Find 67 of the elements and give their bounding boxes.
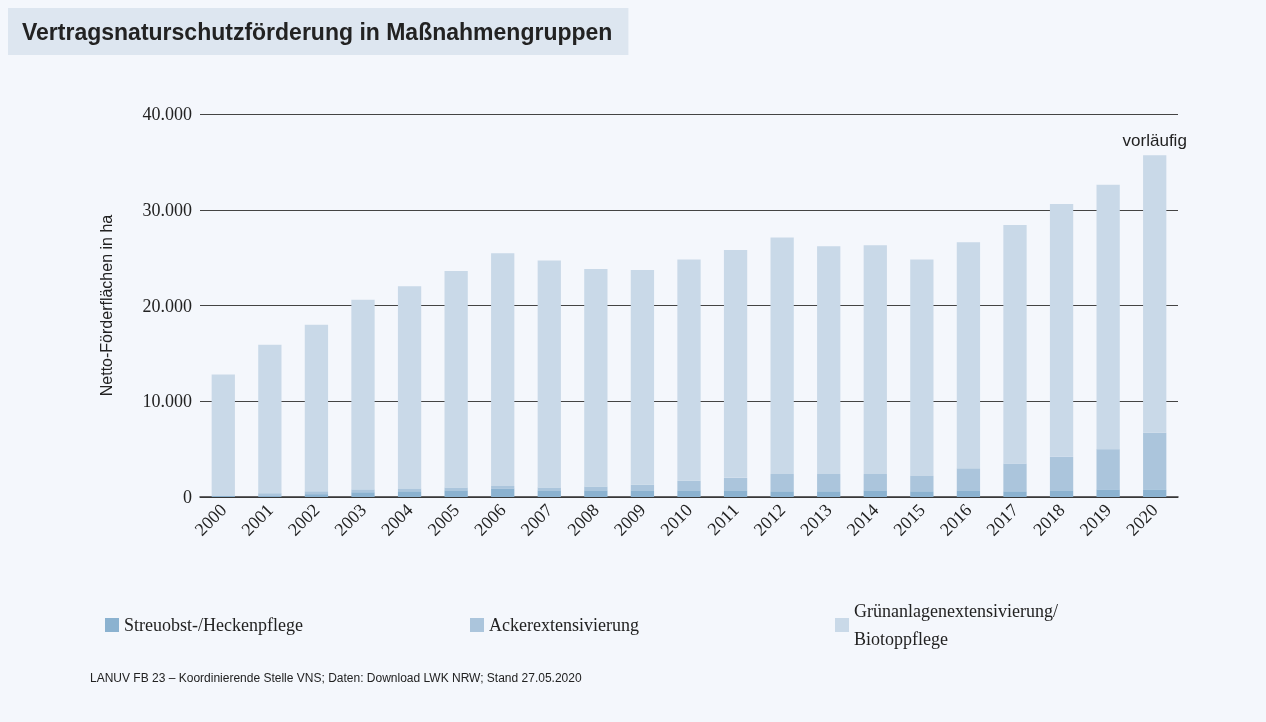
y-tick-label: 30.000 <box>142 199 192 220</box>
y-tick-label: 20.000 <box>142 295 192 316</box>
bar <box>1143 489 1167 497</box>
bar <box>1143 155 1167 433</box>
bar <box>351 492 375 497</box>
bar <box>1049 456 1074 491</box>
annotation: vorläufig <box>1122 131 1187 151</box>
bar <box>584 490 608 497</box>
bar <box>817 246 841 475</box>
bar <box>1096 489 1120 497</box>
y-axis-title: Netto-Förderflächen in ha <box>97 214 115 397</box>
bar <box>910 475 934 492</box>
bar <box>397 491 422 497</box>
bar <box>444 487 468 491</box>
legend-label: Ackerextensivierung <box>489 615 639 635</box>
bar <box>444 271 468 488</box>
chart-title: Vertragsnaturschutzförderung in Maßnahmengruppen <box>22 18 613 45</box>
bar <box>817 474 841 492</box>
bar <box>630 490 655 497</box>
text: LANUV FB 23 – Koordinierende Stelle VNS; Daten: Download LWK NRW; Stand 27.05.2020 <box>90 671 582 685</box>
bar <box>304 324 329 492</box>
bar <box>491 253 515 486</box>
bar <box>630 270 655 485</box>
bar <box>910 259 934 476</box>
y-tick-label: 40.000 <box>142 104 192 124</box>
bar <box>770 474 794 492</box>
bar <box>723 249 748 478</box>
bar <box>397 488 422 492</box>
bar <box>863 490 887 497</box>
bar <box>537 490 561 497</box>
bar <box>537 260 561 488</box>
bar <box>1003 225 1027 464</box>
bar <box>770 491 794 497</box>
bar <box>1049 204 1074 457</box>
bar <box>1096 184 1120 450</box>
bar <box>770 237 794 475</box>
y-tick-label: 0 <box>183 487 192 507</box>
y-tick-label: 10.000 <box>142 391 192 412</box>
bar <box>351 489 375 493</box>
bar <box>677 259 701 481</box>
legend-label: Grünanlagenextensivierung/ Biotoppflege <box>854 601 1063 649</box>
bar <box>677 490 701 497</box>
legend-label: Streuobst-/Heckenpflege <box>124 615 303 635</box>
bar <box>956 468 981 491</box>
bar <box>956 490 981 497</box>
bar <box>491 488 515 497</box>
bar <box>1143 432 1167 490</box>
bar <box>863 245 887 475</box>
bar <box>351 299 375 490</box>
bar <box>584 486 608 491</box>
bar <box>1003 463 1027 492</box>
bar <box>956 242 981 469</box>
bar <box>211 374 235 497</box>
bar <box>537 487 561 491</box>
bar <box>1096 449 1120 490</box>
bar <box>677 480 701 491</box>
bar <box>1003 491 1027 497</box>
bar <box>258 344 282 494</box>
bar <box>584 269 608 487</box>
bar <box>723 490 748 497</box>
bar <box>397 286 422 489</box>
bar <box>817 491 841 497</box>
bar <box>444 490 468 497</box>
bar <box>723 477 748 491</box>
bar <box>1049 490 1074 497</box>
bar <box>863 474 887 491</box>
bar <box>910 491 934 497</box>
